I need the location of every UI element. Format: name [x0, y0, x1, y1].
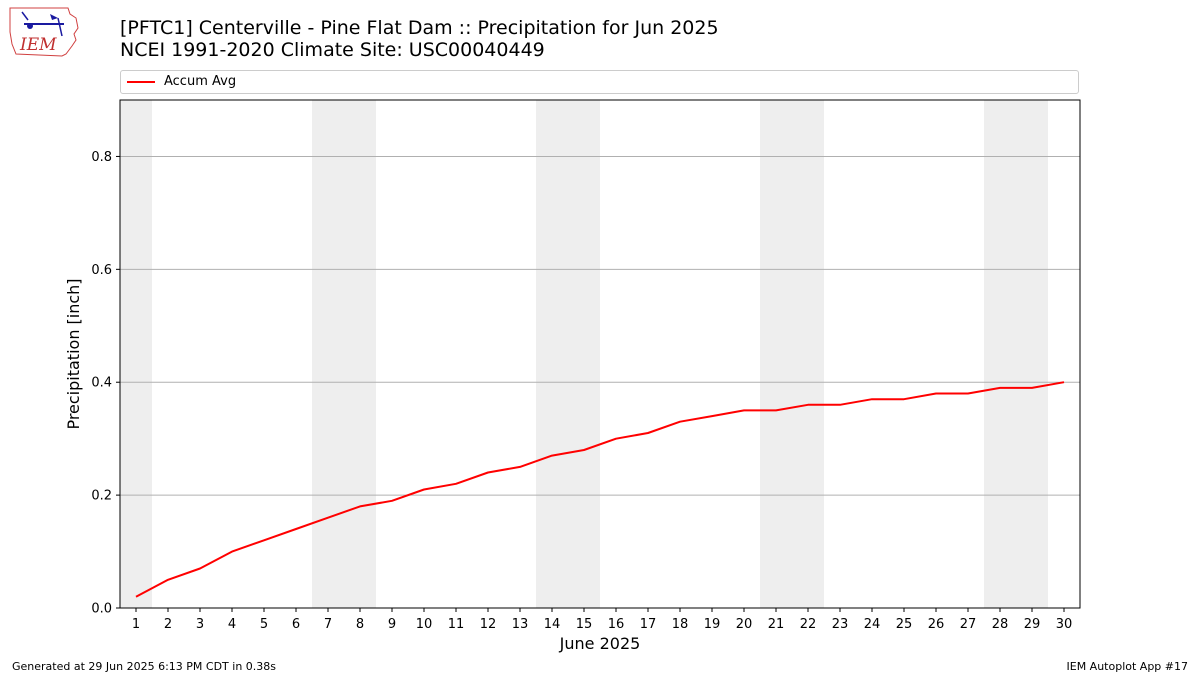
xtick-label-8: 9 [388, 617, 396, 632]
xtick-label-11: 12 [480, 617, 497, 632]
xtick-label-6: 7 [324, 617, 332, 632]
xtick-label-21: 22 [800, 617, 817, 632]
iem-logo: IEM [6, 4, 82, 60]
weekend-band-2 [536, 100, 600, 608]
xtick-label-26: 27 [960, 617, 977, 632]
xtick-label-16: 17 [640, 617, 657, 632]
plot-frame [119, 99, 1081, 609]
xtick-label-29: 30 [1056, 617, 1073, 632]
xtick-label-28: 29 [1024, 617, 1041, 632]
xtick-label-5: 6 [292, 617, 300, 632]
xtick-label-10: 11 [448, 617, 465, 632]
ytick-label-3: 0.6 [91, 263, 112, 278]
xtick-label-3: 4 [228, 617, 236, 632]
legend: Accum Avg [120, 70, 1079, 94]
weekend-band-4 [984, 100, 1048, 608]
xtick-label-2: 3 [196, 617, 204, 632]
ytick-label-4: 0.8 [91, 150, 112, 165]
xtick-label-17: 18 [672, 617, 689, 632]
legend-swatch-accum-avg [127, 81, 155, 83]
xtick-label-24: 25 [896, 617, 913, 632]
xtick-label-13: 14 [544, 617, 561, 632]
xtick-label-20: 21 [768, 617, 785, 632]
xtick-label-19: 20 [736, 617, 753, 632]
xtick-label-0: 1 [132, 617, 140, 632]
xtick-label-9: 10 [416, 617, 433, 632]
app-credit: IEM Autoplot App #17 [1066, 660, 1189, 673]
chart-title: [PFTC1] Centerville - Pine Flat Dam :: P… [120, 17, 719, 39]
xtick-label-12: 13 [512, 617, 529, 632]
y-axis-label: Precipitation [inch] [64, 278, 83, 429]
weekend-band-1 [312, 100, 376, 608]
xtick-label-14: 15 [576, 617, 593, 632]
xtick-label-7: 8 [356, 617, 364, 632]
weekend-band-0 [120, 100, 152, 608]
generated-note: Generated at 29 Jun 2025 6:13 PM CDT in … [12, 660, 277, 673]
legend-label-accum-avg: Accum Avg [164, 74, 237, 89]
ytick-label-0: 0.0 [91, 602, 112, 617]
ytick-label-1: 0.2 [91, 489, 112, 504]
xtick-label-22: 23 [832, 617, 849, 632]
xtick-label-23: 24 [864, 617, 881, 632]
xtick-label-18: 19 [704, 617, 721, 632]
chart-subtitle: NCEI 1991-2020 Climate Site: USC00040449 [120, 39, 545, 61]
weekend-band-3 [760, 100, 824, 608]
xtick-label-4: 5 [260, 617, 268, 632]
xtick-label-1: 2 [164, 617, 172, 632]
iowa-map-icon: IEM [9, 7, 79, 57]
x-axis-label: June 2025 [559, 634, 641, 653]
xtick-label-25: 26 [928, 617, 945, 632]
xtick-label-27: 28 [992, 617, 1009, 632]
svg-text:IEM: IEM [19, 35, 57, 55]
xtick-label-15: 16 [608, 617, 625, 632]
ytick-label-2: 0.4 [91, 376, 112, 391]
series-line-0 [135, 381, 1065, 598]
